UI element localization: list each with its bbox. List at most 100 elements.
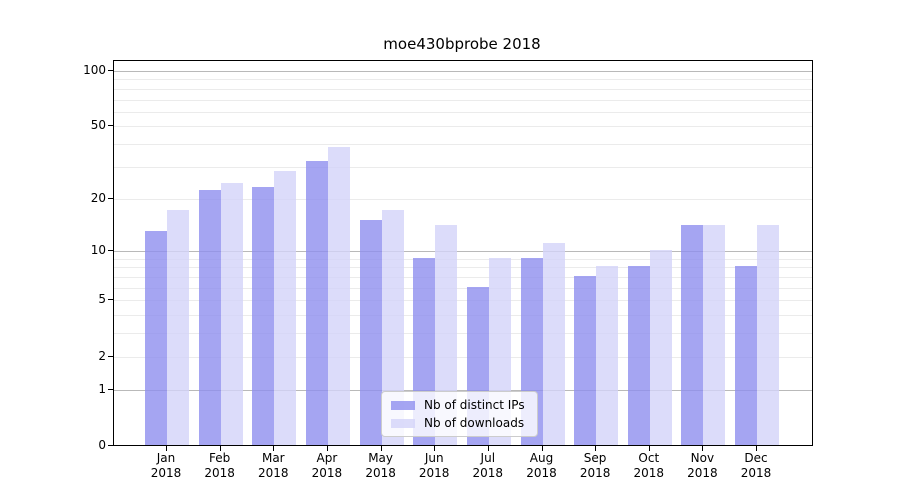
- gridline-major: [114, 251, 812, 253]
- bar-distinct-ips: [145, 230, 167, 445]
- x-tick-year: 2018: [633, 466, 665, 480]
- x-tick-mark: [487, 446, 489, 451]
- gridline-minor: [114, 315, 812, 317]
- x-tick-year: 2018: [204, 466, 235, 480]
- chart-title: moe430bprobe 2018: [383, 35, 541, 53]
- y-tick-label: 1: [98, 381, 106, 396]
- y-tick-mark: [108, 445, 113, 446]
- bar-distinct-ips: [735, 266, 757, 445]
- x-tick-label: Oct 2018: [619, 451, 679, 481]
- y-tick-mark: [108, 388, 113, 390]
- x-tick-month: Sep: [583, 451, 607, 465]
- x-tick-year: 2018: [526, 466, 557, 480]
- gridline-minor: [114, 166, 812, 168]
- x-tick-mark: [326, 446, 328, 451]
- x-tick-month: Nov: [690, 451, 715, 465]
- x-tick-year: 2018: [418, 466, 450, 480]
- gridline-minor: [114, 277, 812, 278]
- gridline-major: [114, 389, 812, 391]
- x-tick-mark: [434, 446, 436, 451]
- legend: Nb of distinct IPs Nb of downloads: [381, 391, 538, 437]
- x-tick-year: 2018: [150, 466, 182, 480]
- bar-distinct-ips: [359, 219, 382, 445]
- x-tick-mark: [380, 446, 382, 451]
- x-tick-label: Feb 2018: [190, 451, 250, 481]
- bar-distinct-ips: [198, 190, 221, 445]
- y-tick-label: 50: [90, 118, 106, 133]
- x-tick-label: Jan 2018: [136, 451, 196, 481]
- x-tick-mark: [219, 446, 221, 451]
- x-tick-month: Mar: [261, 451, 285, 465]
- x-tick-label: Sep 2018: [565, 451, 625, 481]
- x-tick-mark: [595, 446, 597, 451]
- y-tick-mark: [108, 355, 113, 357]
- x-tick-month: Oct: [638, 451, 660, 465]
- x-tick-mark: [648, 446, 650, 451]
- bar-distinct-ips: [252, 186, 275, 445]
- gridline-major: [114, 70, 812, 72]
- x-tick-year: 2018: [579, 466, 611, 480]
- x-tick-year: 2018: [687, 466, 718, 480]
- x-tick-label: Mar 2018: [243, 451, 303, 481]
- plot-area: Nb of distinct IPs Nb of downloads: [113, 60, 813, 446]
- gridline-minor: [114, 126, 812, 128]
- x-tick-mark: [702, 446, 704, 451]
- x-tick-year: 2018: [311, 466, 343, 480]
- x-tick-label: May 2018: [351, 451, 411, 481]
- gridline-minor: [114, 99, 812, 101]
- y-tick-label: 20: [90, 190, 106, 205]
- gridline-minor: [114, 287, 812, 289]
- x-tick-month: Dec: [744, 451, 768, 465]
- x-tick-label: Jul 2018: [458, 451, 518, 481]
- x-tick-mark: [273, 446, 275, 451]
- y-tick-label: 2: [98, 348, 106, 363]
- x-tick-year: 2018: [365, 466, 396, 480]
- bar-downloads: [435, 224, 458, 445]
- bar-downloads: [327, 147, 350, 445]
- bar-downloads: [542, 243, 565, 445]
- gridline-minor: [114, 88, 812, 90]
- x-tick-year: 2018: [258, 466, 289, 480]
- x-tick-month: Aug: [529, 451, 554, 465]
- x-tick-year: 2018: [740, 466, 772, 480]
- y-tick-mark: [108, 250, 113, 252]
- x-tick-label: Nov 2018: [672, 451, 732, 481]
- bar-downloads: [649, 250, 672, 445]
- x-tick-month: Feb: [208, 451, 231, 465]
- y-tick-mark: [108, 125, 113, 127]
- bar-downloads: [381, 210, 404, 445]
- bar-downloads: [274, 171, 297, 445]
- x-tick-month: Jun: [424, 451, 444, 465]
- bar-downloads: [757, 224, 779, 445]
- legend-label: Nb of distinct IPs: [424, 398, 525, 412]
- x-tick-month: May: [368, 451, 393, 465]
- bar-distinct-ips: [681, 224, 704, 445]
- y-tick-label: 0: [98, 438, 106, 452]
- gridline-minor: [114, 111, 812, 113]
- x-tick-month: Jan: [156, 451, 176, 465]
- bar-downloads: [167, 210, 189, 445]
- gridline-minor: [114, 356, 812, 358]
- bar-downloads: [703, 224, 726, 445]
- gridline-minor: [114, 258, 812, 260]
- x-tick-label: Aug 2018: [512, 451, 572, 481]
- x-tick-month: Jul: [480, 451, 496, 465]
- x-tick-label: Dec 2018: [726, 451, 786, 481]
- x-tick-mark: [166, 446, 167, 451]
- x-tick-month: Apr: [316, 451, 338, 465]
- x-tick-year: 2018: [472, 466, 504, 480]
- legend-swatch-distinct-ips: [391, 400, 415, 410]
- bar-distinct-ips: [627, 266, 650, 445]
- y-tick-label: 5: [98, 292, 106, 307]
- legend-item: Nb of downloads: [391, 416, 525, 430]
- bar-distinct-ips: [574, 276, 597, 445]
- gridline-minor: [114, 333, 812, 335]
- y-tick-mark: [108, 197, 113, 199]
- gridline-minor: [114, 79, 812, 81]
- y-tick-label: 100: [83, 62, 106, 77]
- bar-distinct-ips: [305, 160, 328, 445]
- x-tick-label: Jun 2018: [404, 451, 464, 481]
- gridline-minor: [114, 144, 812, 146]
- y-tick-mark: [108, 69, 113, 71]
